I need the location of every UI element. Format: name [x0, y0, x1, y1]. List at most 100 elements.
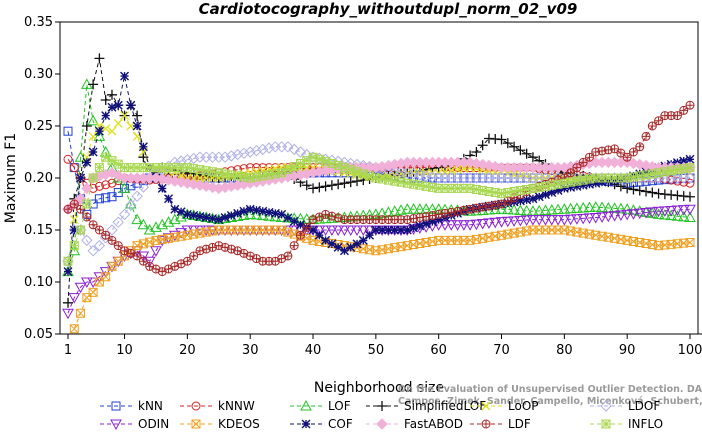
- point-ldf: [622, 152, 632, 162]
- point-lof: [407, 203, 420, 214]
- point-ldf: [572, 163, 582, 173]
- point-ldof: [244, 146, 256, 158]
- point-simplifiedlof: [100, 95, 111, 105]
- x-tick-label: 60: [430, 343, 447, 358]
- series-inflo: [63, 152, 695, 266]
- point-ldof: [225, 150, 238, 162]
- point-odin: [545, 215, 558, 226]
- point-inflo: [522, 184, 532, 194]
- point-ldf: [566, 168, 576, 178]
- point-ldf: [88, 220, 98, 230]
- point-ldf: [672, 111, 682, 121]
- point-cof: [566, 182, 576, 192]
- point-ldf: [584, 152, 594, 162]
- legend-marker: [601, 419, 611, 429]
- point-ldof: [118, 208, 131, 221]
- point-ldf: [289, 241, 299, 251]
- point-cof: [547, 188, 557, 198]
- x-axis-label: Neighborhood size: [314, 380, 444, 396]
- point-loop: [427, 168, 437, 178]
- point-inflo: [628, 172, 638, 182]
- point-knnw: [69, 163, 79, 173]
- point-knnw: [685, 178, 695, 188]
- point-lof: [520, 204, 533, 216]
- point-knn: [63, 126, 73, 136]
- point-ldof: [112, 216, 124, 228]
- y-tick-label: 0.05: [24, 327, 53, 342]
- point-inflo: [584, 174, 594, 184]
- x-tick-label: 10: [116, 343, 133, 358]
- legend-item-ldof: LDOF: [590, 399, 660, 413]
- point-cof: [396, 225, 406, 235]
- point-odin: [80, 277, 93, 289]
- point-lof: [621, 203, 634, 214]
- point-ldof: [125, 199, 137, 212]
- point-cof: [101, 111, 111, 121]
- point-odin: [684, 204, 696, 216]
- point-inflo: [264, 170, 274, 180]
- point-ldf: [69, 199, 79, 209]
- point-lof: [552, 203, 564, 215]
- point-odin: [577, 213, 590, 225]
- point-inflo: [578, 175, 588, 185]
- series-line-knn: [67, 131, 691, 216]
- point-simplifiedlof: [94, 53, 105, 64]
- series-ldf: [63, 100, 695, 277]
- point-cof: [157, 183, 167, 193]
- point-inflo: [547, 180, 557, 190]
- point-cof: [358, 235, 368, 245]
- point-inflo: [622, 173, 632, 183]
- point-simplifiedlof: [628, 184, 639, 195]
- legend-marker: [191, 401, 201, 411]
- point-ldf: [685, 100, 695, 110]
- point-cof: [528, 194, 538, 204]
- point-ldof: [257, 143, 269, 156]
- point-odin: [514, 215, 527, 227]
- legend-marker: [600, 400, 612, 412]
- point-loop: [113, 118, 123, 128]
- point-odin: [589, 213, 602, 224]
- point-inflo: [295, 158, 305, 168]
- point-ldof: [87, 245, 99, 257]
- point-cof: [195, 211, 205, 221]
- point-cof: [295, 220, 305, 230]
- legend-item-kdeos: KDEOS: [180, 417, 260, 431]
- point-cof: [377, 225, 387, 235]
- point-simplifiedlof: [622, 183, 633, 194]
- point-simplifiedlof: [471, 147, 482, 157]
- point-inflo: [352, 167, 362, 177]
- point-ldof: [62, 255, 74, 267]
- point-lof: [401, 203, 414, 214]
- y-tick-label: 0.15: [24, 223, 53, 238]
- point-ldf: [76, 204, 86, 214]
- x-tick-label: 50: [368, 343, 385, 358]
- point-inflo: [641, 170, 651, 180]
- point-ldf: [295, 230, 305, 240]
- point-simplifiedlof: [314, 182, 325, 193]
- point-inflo: [270, 169, 280, 179]
- x-tick-label: 100: [678, 343, 702, 358]
- point-simplifiedlof: [641, 186, 652, 197]
- point-lof: [558, 203, 571, 214]
- point-loop: [195, 173, 205, 183]
- chart-title: Cardiotocography_withoutdupl_norm_02_v09: [199, 0, 578, 18]
- legend-label: LDF: [508, 417, 531, 431]
- point-knnw: [94, 181, 104, 191]
- point-cof: [251, 205, 261, 215]
- point-cof: [559, 183, 569, 193]
- y-tick-label: 0.30: [24, 67, 53, 82]
- point-inflo: [358, 169, 368, 179]
- point-cof: [283, 213, 293, 223]
- point-cof: [201, 213, 211, 223]
- point-inflo: [346, 165, 356, 175]
- point-lof: [238, 209, 250, 220]
- point-loop: [120, 111, 130, 121]
- point-inflo: [660, 167, 670, 177]
- point-cof: [63, 267, 73, 277]
- point-cof: [214, 215, 224, 225]
- point-lof: [131, 213, 143, 225]
- point-lof: [665, 209, 678, 221]
- point-lof: [564, 202, 577, 214]
- point-odin: [520, 215, 533, 227]
- point-kdeos: [69, 324, 79, 334]
